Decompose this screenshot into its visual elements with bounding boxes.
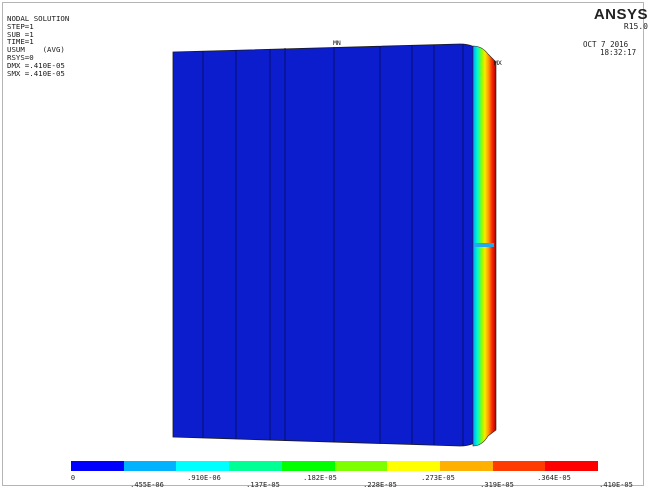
time-label: 18:32:17 [600, 48, 637, 57]
info-sub: SUB =1 [7, 29, 34, 39]
solution-title: NODAL SOLUTION [7, 14, 70, 23]
min-marker: MN [333, 39, 341, 47]
legend-band [71, 461, 124, 471]
legend-band [334, 461, 388, 471]
legend-label: .910E-06 [187, 474, 221, 482]
contour-legend [71, 461, 599, 471]
legend-label: .273E-05 [421, 474, 455, 482]
info-step: STEP=1 [7, 21, 34, 31]
legend-label: .410E-05 [599, 481, 633, 489]
date-label: OCT 7 2016 [583, 40, 629, 49]
mesh-body [172, 43, 484, 447]
solution-info: NODAL SOLUTION STEP=1 SUB =1 TIME=1 USUM… [7, 15, 69, 77]
info-time: TIME=1 [7, 37, 34, 47]
legend-band [281, 461, 335, 471]
legend-label: 0 [70, 474, 76, 482]
max-marker: MX [494, 59, 502, 67]
release-label: R15.0 [623, 22, 648, 31]
legend-band [492, 461, 546, 471]
legend-band [176, 461, 230, 471]
legend-band [545, 461, 599, 471]
legend-band [439, 461, 493, 471]
legend-band [387, 461, 440, 471]
ansys-logo: ANSYS [593, 6, 648, 23]
info-smx: SMX =.410E-05 [7, 68, 65, 78]
legend-label: .455E-06 [130, 481, 164, 489]
legend-band [123, 461, 177, 471]
legend-label: .319E-05 [480, 481, 514, 489]
info-rsys: RSYS=0 [7, 52, 34, 62]
info-usum: USUM (AVG) [7, 45, 65, 55]
info-dmx: DMX =.410E-05 [7, 60, 65, 70]
mesh-lines [202, 44, 464, 446]
legend-label: .137E-05 [246, 481, 280, 489]
legend-band [229, 461, 282, 471]
legend-label: .364E-05 [537, 474, 571, 482]
legend-label: .228E-05 [363, 481, 397, 489]
legend-label: .182E-05 [303, 474, 337, 482]
load-marker [474, 243, 494, 247]
